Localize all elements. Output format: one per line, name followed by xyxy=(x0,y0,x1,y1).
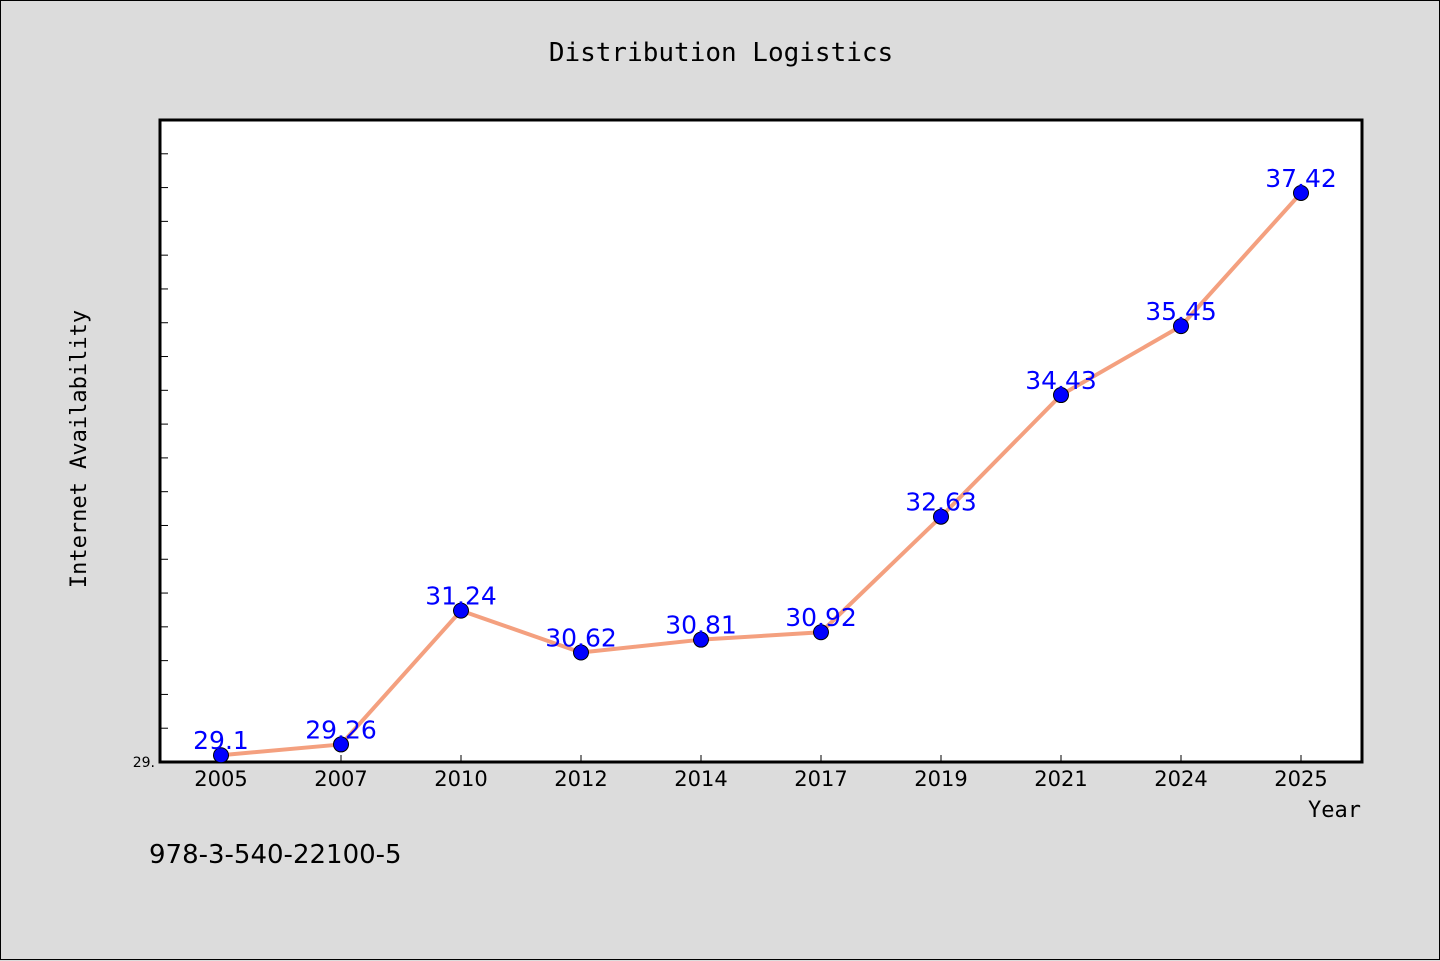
x-tick-label: 2005 xyxy=(194,767,247,791)
x-tick-label: 2010 xyxy=(434,767,487,791)
data-label: 29.26 xyxy=(305,715,377,744)
data-point xyxy=(1053,387,1069,404)
x-tick-label: 2019 xyxy=(914,767,967,791)
series-line xyxy=(220,191,1303,758)
y-axis-ticks xyxy=(160,119,168,763)
data-label: 30.62 xyxy=(545,624,617,653)
data-point xyxy=(333,736,349,753)
x-tick-label: 2014 xyxy=(674,767,727,791)
data-label: 34.43 xyxy=(1025,366,1097,395)
x-tick-label: 2012 xyxy=(554,767,607,791)
y-axis-label: Internet Availability xyxy=(67,310,92,588)
x-tick-label: 2025 xyxy=(1274,767,1327,791)
data-label: 35.45 xyxy=(1145,297,1217,326)
x-tick-label: 2024 xyxy=(1154,767,1207,791)
x-tick-label: 2021 xyxy=(1034,767,1087,791)
data-point xyxy=(213,747,229,764)
x-axis-label: Year xyxy=(1308,798,1361,823)
isbn-text: 978-3-540-22100-5 xyxy=(149,840,402,870)
x-tick-label: 2007 xyxy=(314,767,367,791)
data-label: 30.81 xyxy=(665,611,737,640)
data-point xyxy=(453,602,469,619)
x-axis-ticks: 2005 2007 2010 2012 2014 2017 2019 2021 2024 2025 xyxy=(194,755,1328,791)
data-label: 32.63 xyxy=(905,488,977,517)
plot-area xyxy=(158,118,1364,764)
data-label: 37.42 xyxy=(1265,164,1337,193)
data-point xyxy=(813,624,829,641)
data-point xyxy=(933,508,949,525)
data-label: 31.24 xyxy=(425,582,497,611)
data-point xyxy=(693,631,709,648)
data-point xyxy=(1173,318,1189,335)
series-layer: 29.1 29.26 31.24 30.62 30.81 30.92 32.63 34.43 3… xyxy=(193,164,1337,764)
data-point xyxy=(573,644,589,661)
y-tick-label: 29. xyxy=(133,755,155,771)
data-label: 29.1 xyxy=(193,726,249,755)
x-tick-label: 2017 xyxy=(794,767,847,791)
chart-title: Distribution Logistics xyxy=(549,38,893,68)
data-label: 30.92 xyxy=(785,603,857,632)
data-point xyxy=(1293,184,1309,201)
